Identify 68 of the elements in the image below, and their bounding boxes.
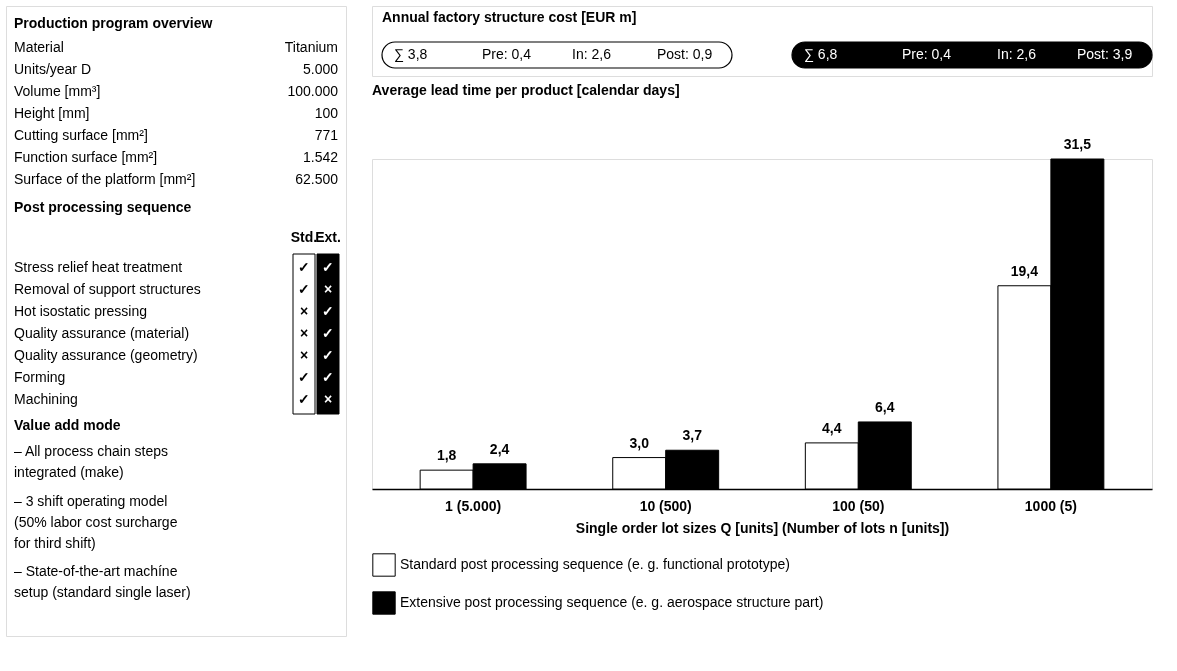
text: In: 2,6 xyxy=(572,46,612,62)
data-label: 3,0 xyxy=(629,434,650,451)
text: 5.000 xyxy=(302,61,339,77)
text: 62.500 xyxy=(295,171,339,187)
x-tick-label: 1000 (5) xyxy=(1024,497,1077,514)
data-label: 4,4 xyxy=(822,419,842,436)
data-label: 31,5 xyxy=(1063,136,1092,152)
text: Pre: 0,4 xyxy=(902,46,952,62)
text: Titanium xyxy=(284,39,338,55)
text: Post processing sequence xyxy=(14,199,192,215)
text: – All process chain steps integrated (make) xyxy=(14,443,169,480)
text: Removal of support structures xyxy=(14,281,201,297)
text: Ext. xyxy=(315,229,341,245)
text: Forming xyxy=(14,369,66,385)
x-tick-label: 1 (5.000) xyxy=(445,497,502,514)
text: – State-of-the-art machíne setup (standard single laser) xyxy=(14,563,191,600)
text: Value add mode xyxy=(14,417,121,433)
text: ✓ xyxy=(322,325,334,341)
text: Surface of the platform [mm²] xyxy=(14,171,196,187)
text: Post: 0,9 xyxy=(657,46,713,62)
text: × xyxy=(299,347,309,363)
data-label: 19,4 xyxy=(1010,262,1039,279)
x-tick-label: 100 (50) xyxy=(832,497,885,514)
x-tick-label: 10 (500) xyxy=(639,497,692,514)
chart-title: Average lead time per product [calendar days] xyxy=(372,82,680,98)
text: Std. xyxy=(290,229,318,245)
text: × xyxy=(323,391,333,407)
text: Height [mm] xyxy=(14,105,90,121)
text: ✓ xyxy=(298,281,310,297)
text: ✓ xyxy=(322,347,334,363)
text: Production program overview xyxy=(14,15,213,31)
text: Quality assurance (geometry) xyxy=(14,347,198,363)
data-label: 3,7 xyxy=(682,427,703,444)
legend-label: Extensive post processing sequence (e. g. aerospace structure part) xyxy=(400,594,824,610)
text: × xyxy=(299,303,309,319)
text: Machining xyxy=(14,391,78,407)
text: 100.000 xyxy=(287,83,339,99)
data-label: 1,8 xyxy=(436,447,457,464)
text: ✓ xyxy=(322,259,334,275)
text: Volume [mm³] xyxy=(14,83,101,99)
text: ∑ 6,8 xyxy=(804,46,838,62)
x-axis-title: Single order lot sizes Q [units] (Number of lots n [units]) xyxy=(575,519,950,536)
text: Pre: 0,4 xyxy=(482,46,532,62)
text: ✓ xyxy=(298,259,310,275)
text: 100 xyxy=(314,105,339,121)
text: Function surface [mm²] xyxy=(14,149,158,165)
text: Material xyxy=(14,39,64,55)
text: 1.542 xyxy=(302,149,339,165)
data-label: 2,4 xyxy=(489,440,510,457)
text: ✓ xyxy=(322,303,334,319)
text: 771 xyxy=(314,127,339,143)
text: × xyxy=(323,281,333,297)
text: Stress relief heat treatment xyxy=(14,259,183,275)
text: Hot isostatic pressing xyxy=(14,303,148,319)
text: – 3 shift operating model (50% labor cost surcharge for third shift) xyxy=(14,493,178,551)
text: ✓ xyxy=(298,369,310,385)
text: Cutting surface [mm²] xyxy=(14,127,148,143)
data-label: 6,4 xyxy=(875,398,895,415)
text: Annual factory structure cost [EUR m] xyxy=(382,9,637,25)
text: ∑ 3,8 xyxy=(394,46,428,62)
text: Units/year D xyxy=(14,61,92,77)
text: ✓ xyxy=(322,369,334,385)
text: In: 2,6 xyxy=(997,46,1037,62)
text: Post: 3,9 xyxy=(1077,46,1133,62)
text: Quality assurance (material) xyxy=(14,325,190,341)
legend-label: Standard post processing sequence (e. g. functional prototype) xyxy=(400,556,790,572)
text: ✓ xyxy=(298,391,310,407)
text: × xyxy=(299,325,309,341)
